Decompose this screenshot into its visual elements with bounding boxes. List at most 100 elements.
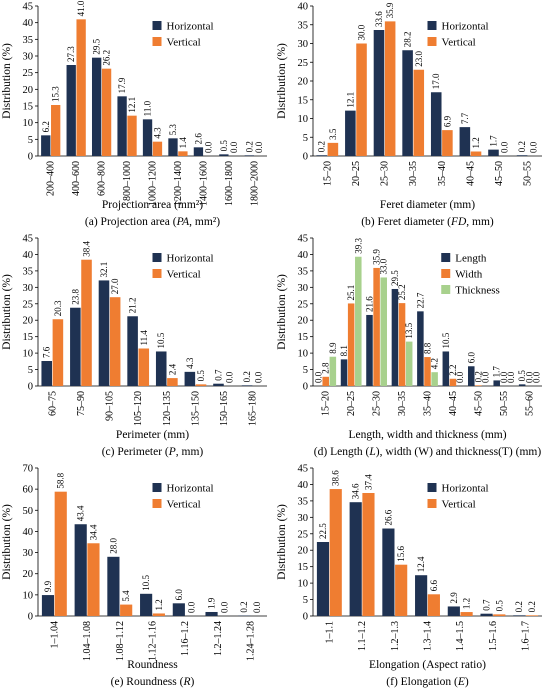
bar-horizontal [517, 155, 528, 156]
legend-swatch [153, 37, 162, 46]
data-label: 35.9 [385, 2, 395, 18]
bar-vertical [442, 130, 453, 156]
data-label: 10.5 [441, 332, 451, 348]
y-tick-label: 5 [303, 365, 308, 376]
data-label: 20.3 [53, 300, 63, 316]
caption-suffix: ) [191, 676, 195, 688]
bar-horizontal [448, 606, 460, 616]
y-tick-label: 40 [23, 250, 34, 261]
x-tick-label: 400–600 [71, 161, 82, 196]
legend-entry: Vertical [442, 37, 476, 49]
y-tick-label: 15 [298, 332, 309, 343]
bar-horizontal [185, 372, 196, 386]
x-tick-label: 35–40 [423, 391, 434, 416]
caption-symbol: PA [176, 216, 191, 228]
x-axis-label: Feret diameter (mm) [380, 199, 475, 211]
x-tick-label: 25–30 [380, 161, 391, 186]
caption-symbol: L [368, 446, 375, 458]
bar-vertical [385, 21, 396, 156]
data-label: 0.0 [506, 371, 516, 383]
bar-horizontal [316, 155, 327, 156]
x-tick-label: 1.2–1.3 [390, 621, 401, 651]
x-tick-label: 20–25 [346, 391, 357, 416]
legend-entry: Horizontal [442, 21, 489, 33]
bar-thickness [355, 257, 362, 386]
caption-prefix: (a) Projection area ( [85, 216, 177, 228]
bar-vertical [138, 349, 149, 386]
data-label: 0.5 [196, 370, 206, 382]
data-label: 0.2 [514, 601, 524, 612]
bar-horizontal [168, 138, 177, 156]
x-tick-label: 15–20 [322, 161, 333, 186]
x-tick-label: 55–60 [524, 391, 535, 416]
bar-horizontal [317, 542, 329, 616]
y-tick-label: 30 [23, 548, 34, 559]
bar-horizontal [245, 155, 254, 156]
x-tick-label: 1–1.04 [49, 621, 60, 649]
bar-vertical [362, 493, 374, 616]
bar-vertical [395, 565, 407, 616]
y-tick-label: 45 [298, 234, 309, 245]
bar-vertical [356, 44, 367, 157]
bar-length [341, 359, 348, 386]
y-tick-label: 25 [23, 68, 34, 79]
bar-horizontal [213, 384, 224, 386]
bar-vertical [153, 142, 162, 156]
legend-entry: Width [455, 269, 483, 281]
y-tick-label: 10 [23, 590, 34, 601]
data-label: 0.7 [482, 599, 492, 611]
x-tick-label: 1.3–1.4 [423, 621, 434, 651]
x-axis-label: Roundness [127, 659, 178, 671]
bar-horizontal [156, 351, 167, 386]
panel-caption: (a) Projection area (PA, mm²) [85, 216, 220, 228]
data-label: 0.0 [229, 141, 239, 153]
bar-thickness [380, 277, 387, 386]
y-tick-label: 10 [298, 349, 309, 360]
y-tick-label: 25 [23, 299, 34, 310]
x-tick-label: 1.2–1.24 [213, 621, 224, 656]
y-tick-label: 0 [303, 382, 308, 393]
data-label: 30.0 [357, 24, 367, 40]
data-label: 26.2 [102, 50, 112, 66]
legend-swatch [428, 499, 437, 508]
bar-vertical [51, 105, 60, 156]
data-label: 6.9 [442, 115, 452, 127]
data-label: 23.8 [70, 288, 80, 304]
x-axis-label: Length, width and thickness (mm) [348, 429, 506, 441]
caption-symbol: P [168, 446, 176, 458]
x-tick-label: 200–400 [46, 161, 57, 196]
bar-vertical [526, 615, 538, 616]
y-tick-label: 0 [303, 152, 308, 163]
data-label: 26.6 [383, 509, 393, 525]
x-tick-label: 1.12–1.16 [148, 621, 159, 661]
legend-swatch [428, 483, 437, 492]
bar-length [366, 315, 373, 386]
y-axis-label: Distribution (%) [276, 274, 288, 350]
bar-horizontal [382, 529, 394, 616]
data-label: 0.0 [531, 371, 541, 383]
y-axis-label: Distribution (%) [1, 274, 13, 350]
y-tick-label: 20 [23, 316, 34, 327]
y-tick-label: 50 [23, 506, 34, 517]
panel-caption: (e) Roundness (R) [111, 676, 195, 688]
x-tick-label: 105–120 [133, 391, 144, 426]
y-tick-label: 30 [23, 283, 34, 294]
bar-horizontal [92, 58, 101, 156]
bar-vertical [178, 151, 187, 156]
bar-vertical [76, 19, 85, 156]
data-label: 11.4 [139, 330, 149, 346]
data-label: 2.8 [321, 362, 331, 374]
x-tick-label: 30–35 [408, 161, 419, 186]
data-label: 17.9 [117, 77, 127, 93]
data-label: 38.4 [82, 240, 92, 256]
caption-suffix: ) [465, 676, 469, 688]
data-label: 0.0 [500, 141, 510, 153]
y-tick-label: 35 [298, 20, 309, 31]
data-label: 58.8 [56, 472, 66, 488]
data-label: 7.7 [460, 112, 470, 124]
bar-horizontal [480, 614, 492, 616]
data-label: 3.5 [328, 128, 338, 140]
data-label: 0.0 [528, 141, 538, 153]
